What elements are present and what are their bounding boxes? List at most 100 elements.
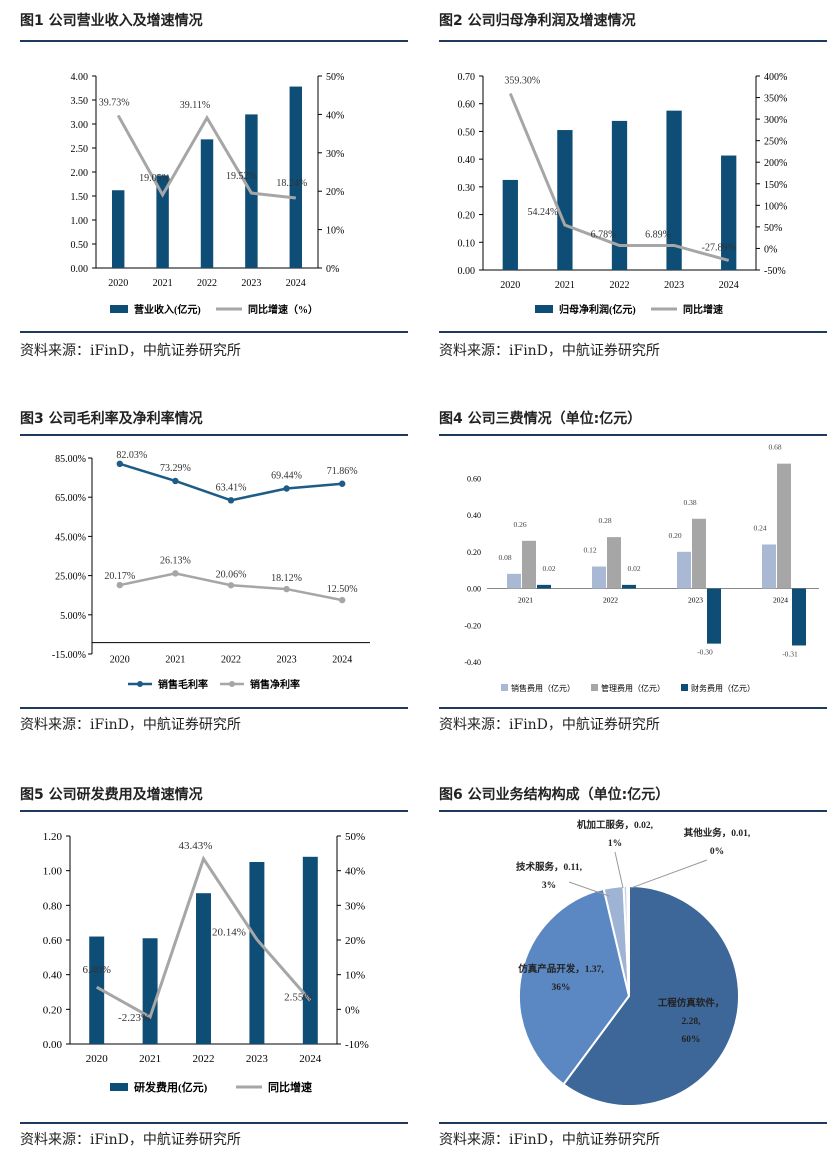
figure-6-panel: 图6 公司业务结构构成（单位:亿元） 工程仿真软件， 2.28, 60% 仿真产品开发… (439, 784, 827, 1154)
data-label: -2.23% (118, 1012, 150, 1024)
y-tick-label: 2.00 (71, 168, 89, 179)
data-label: 69.44% (271, 470, 302, 481)
data-label: 0.02 (542, 564, 555, 573)
data-label: 0.68 (768, 444, 781, 452)
x-tick-label: 2022 (221, 655, 241, 666)
rnd-chart: 0.00 0.20 0.40 0.60 0.80 1.00 1.20 -10% 0% 10% 20%… (43, 831, 369, 1094)
bar (156, 175, 169, 268)
slice-label: 技术服务，0.11, (516, 861, 583, 873)
data-label: 18.24% (276, 178, 307, 189)
footer-rule (20, 331, 408, 333)
margin-chart: -15.00% 5.00% 25.00% 45.00% 65.00% 85.00% 2020… (52, 450, 370, 691)
y-tick-label: 0.70 (458, 72, 476, 83)
slice-label: 36% (552, 983, 571, 993)
data-label: 18.12% (271, 573, 302, 584)
y2-tick-label: 0% (345, 1004, 360, 1016)
title-rule (20, 434, 408, 436)
bar (611, 120, 628, 270)
y-tick-label: 0.20 (458, 211, 476, 222)
bar (289, 86, 303, 268)
x-tick-label: 2020 (86, 1053, 109, 1065)
x-tick-label: 2020 (500, 280, 520, 291)
figure-3-panel: 图3 公司毛利率及净利率情况 -15.00% 5.00% 25.00% 45.00% 6… (20, 408, 408, 738)
series-marker (283, 485, 290, 492)
legend-bar-swatch (110, 1083, 128, 1091)
x-tick-label: 2020 (108, 278, 128, 289)
x-tick-label: 2023 (688, 596, 703, 605)
title-rule (20, 810, 408, 812)
legend-swatch (591, 684, 598, 691)
bar (777, 463, 791, 589)
x-tick-label: 2023 (664, 280, 684, 291)
legend-line-label: 同比增速 (683, 303, 723, 316)
growth-line (116, 114, 296, 200)
source-note: 资料来源：iFinD，中航证券研究所 (20, 1132, 241, 1148)
y2-tick-label: 10% (326, 226, 344, 237)
bar (792, 588, 806, 646)
y2-tick-label: 150% (764, 180, 787, 191)
y-tick-label: 0.30 (458, 183, 476, 194)
bar (677, 551, 691, 589)
bar (762, 544, 776, 589)
data-label: 2.55% (284, 991, 312, 1003)
y2-tick-label: 50% (764, 223, 782, 234)
y2-tick-label: 30% (326, 149, 344, 160)
y-tick-label: 0.60 (458, 100, 476, 111)
data-label: 6.89% (645, 229, 671, 240)
y-tick-label: 0.00 (458, 266, 476, 277)
y2-tick-label: 20% (345, 935, 365, 947)
data-label: -27.89% (702, 242, 736, 253)
bar (607, 537, 621, 589)
data-label: 0.38 (683, 498, 696, 507)
y-tick-label: 0.00 (467, 585, 481, 594)
y2-tick-label: -10% (345, 1039, 369, 1051)
bar (522, 540, 536, 589)
data-label: 359.30% (504, 76, 540, 87)
y2-tick-label: 350% (764, 94, 787, 105)
bar (507, 573, 521, 589)
figure-4-panel: 图4 公司三费情况（单位:亿元） -0.40 -0.20 0.00 0.20 0.40 0… (439, 408, 827, 738)
y2-tick-label: 20% (326, 187, 344, 198)
slice-label: 3% (542, 881, 556, 891)
y-tick-label: 3.50 (71, 96, 89, 107)
y-tick-label: 0.00 (71, 264, 89, 275)
footer-rule (439, 707, 827, 709)
data-label: -0.30 (697, 648, 713, 657)
data-label: 54.24% (527, 207, 558, 218)
y-tick-label: -0.40 (464, 658, 481, 667)
data-label: 0.26 (513, 520, 526, 529)
x-tick-label: 2021 (139, 1053, 161, 1065)
title-rule (439, 810, 827, 812)
bar (666, 110, 682, 270)
footer-rule (439, 331, 827, 333)
legend-label: 销售净利率 (250, 678, 300, 691)
y-tick-label: 1.00 (71, 216, 89, 227)
series-marker (172, 477, 179, 485)
legend-label: 管理费用（亿元） (601, 683, 665, 693)
slice-label: 工程仿真软件， (658, 997, 725, 1009)
data-label: 73.29% (160, 463, 191, 474)
y-tick-label: 5.00% (60, 611, 86, 622)
bar (200, 139, 214, 268)
y-tick-label: 0.20 (467, 548, 481, 557)
x-tick-label: 2024 (286, 278, 306, 289)
y-tick-label: -15.00% (52, 650, 86, 661)
series-marker (116, 460, 124, 468)
data-label: 12.50% (327, 584, 358, 595)
y-tick-label: 4.00 (71, 72, 89, 83)
legend-bar-swatch (535, 305, 553, 313)
title-rule (439, 434, 827, 436)
legend-label: 销售费用（亿元） (511, 683, 575, 693)
y-tick-label: 3.00 (71, 120, 89, 131)
figure-1-panel: 图1 公司营业收入及增速情况 0.00 0.50 1.00 1.50 2.00 2.50 3… (20, 10, 408, 370)
bar (557, 130, 573, 270)
y-tick-label: 1.00 (43, 866, 63, 878)
y-tick-label: 0.60 (467, 474, 481, 483)
legend-bar-label: 营业收入(亿元) (134, 303, 201, 316)
series-marker (227, 582, 235, 589)
legend-bar-label: 归母净利润(亿元) (559, 303, 636, 316)
y2-tick-label: 0% (764, 244, 777, 255)
data-label: 0.20 (668, 531, 681, 540)
leader-line (568, 881, 610, 897)
slice-label: 机加工服务，0.02, (577, 819, 654, 831)
